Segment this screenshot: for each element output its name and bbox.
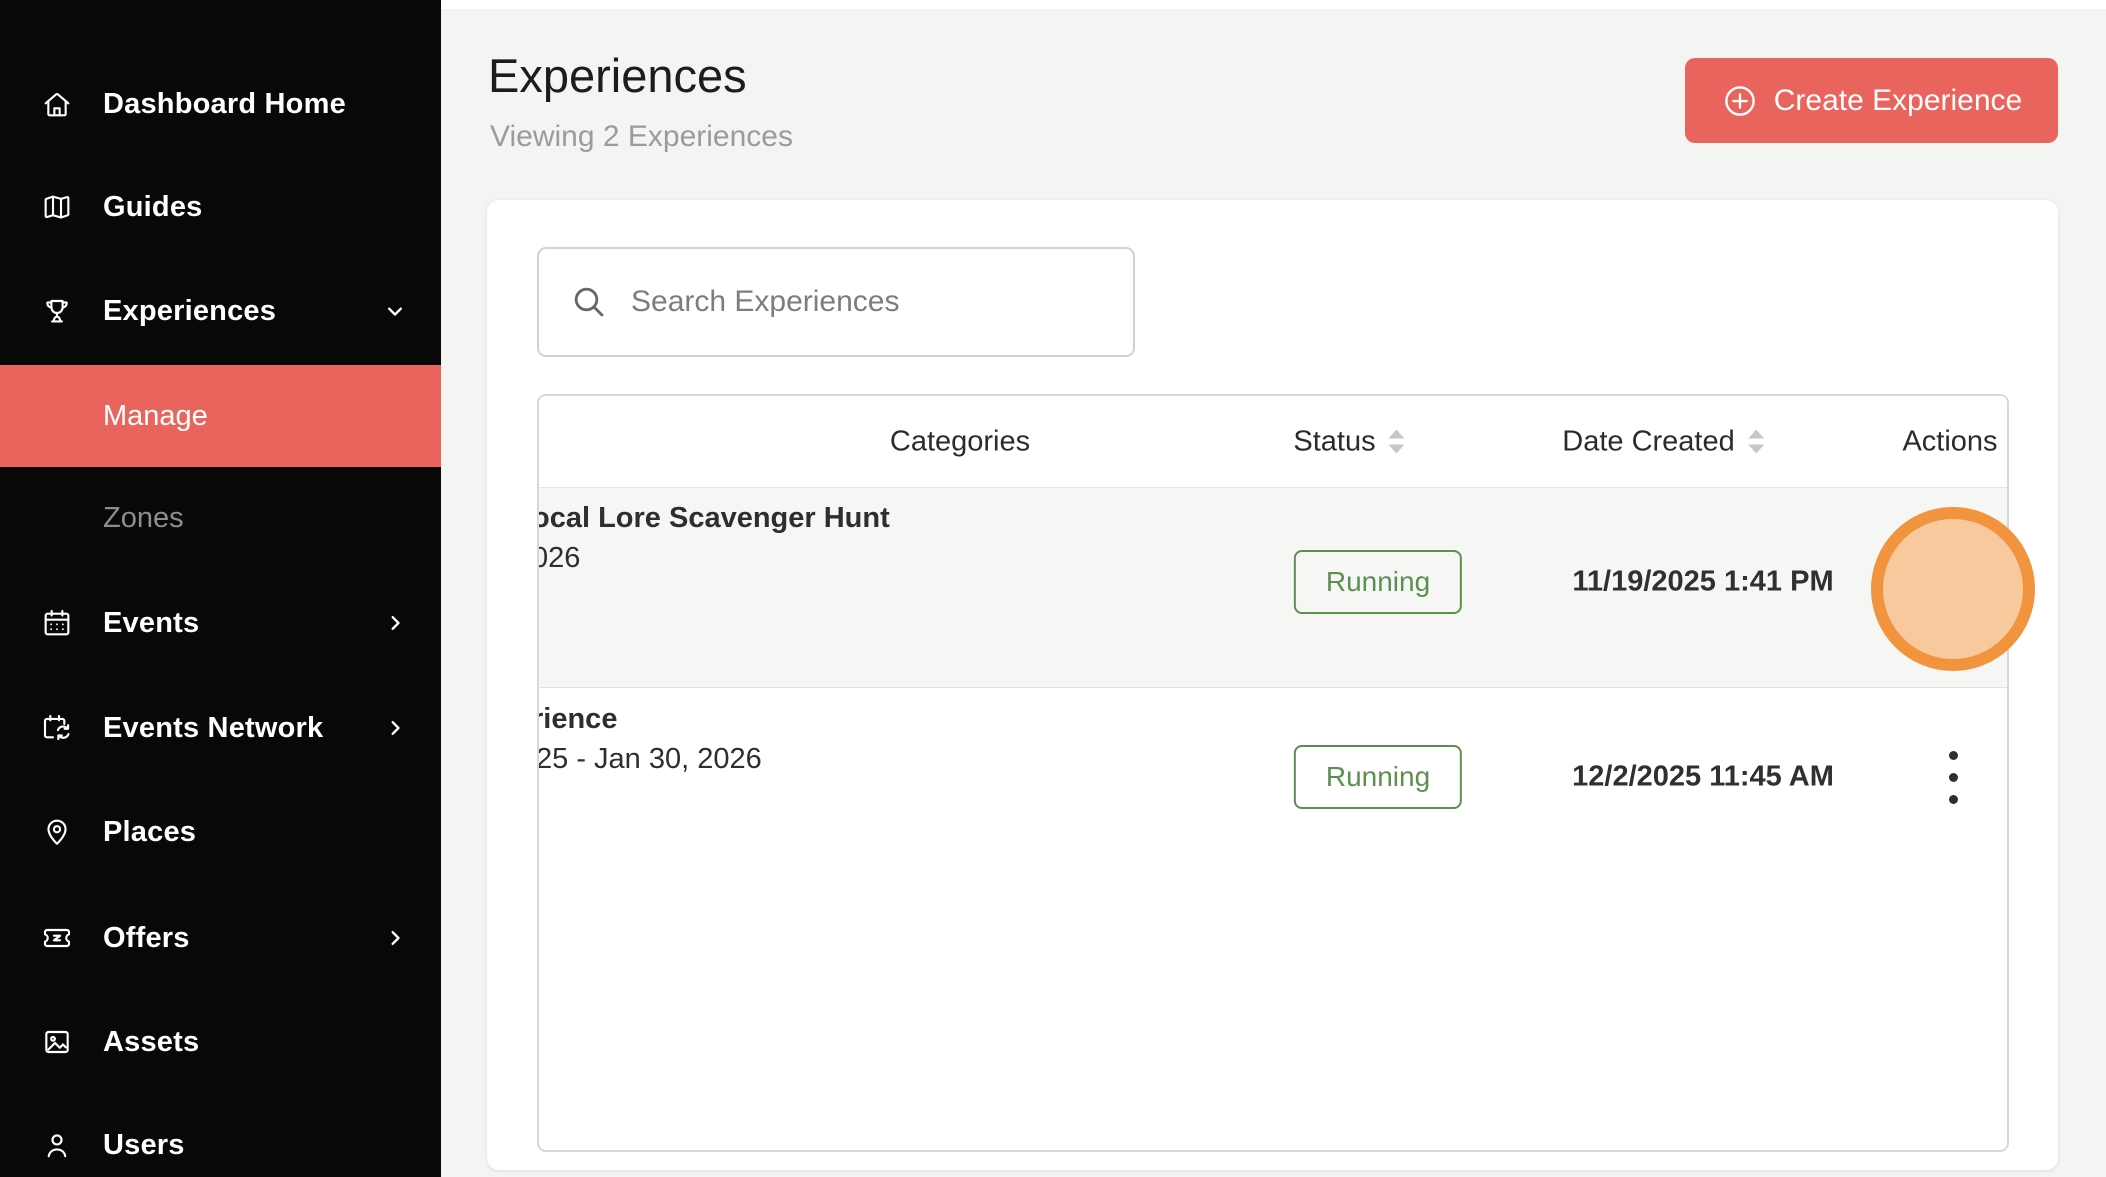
column-header-categories: Categories <box>889 425 1031 457</box>
content-card: Categories Status Date Created Actions o… <box>487 200 2058 1170</box>
column-header-date-created[interactable]: Date Created <box>1562 425 1764 458</box>
status-badge: Running <box>1293 550 1463 614</box>
map-pin-icon <box>40 815 74 849</box>
user-icon <box>40 1128 74 1162</box>
experience-name: rience <box>539 703 618 735</box>
kebab-dot <box>1948 605 1958 615</box>
chevron-down-icon <box>381 297 409 325</box>
table-header-row: Categories Status Date Created Actions <box>539 396 2007 488</box>
home-icon <box>40 87 74 121</box>
date-created-cell: 12/2/2025 11:45 AM <box>1572 760 1834 793</box>
kebab-dot <box>1948 750 1958 760</box>
experiences-table: Categories Status Date Created Actions o… <box>537 394 2009 1152</box>
sidebar-item-label: Events Network <box>103 711 324 744</box>
column-header-status[interactable]: Status <box>1293 425 1405 458</box>
sort-icon <box>1747 429 1764 454</box>
status-badge: Running <box>1293 745 1463 809</box>
sidebar-item-events-network[interactable]: Events Network <box>0 696 441 760</box>
search-icon <box>569 282 609 322</box>
trophy-icon <box>40 294 74 328</box>
chevron-right-icon <box>381 714 409 742</box>
sidebar-item-offers[interactable]: Offers <box>0 906 441 970</box>
sidebar-item-places[interactable]: Places <box>0 800 441 864</box>
experience-dates: 25 - Jan 30, 2026 <box>539 743 762 775</box>
sidebar-item-label: Places <box>103 815 197 848</box>
kebab-dot <box>1948 794 1958 804</box>
status-cell: Running <box>1293 550 1463 614</box>
create-experience-label: Create Experience <box>1773 83 2023 117</box>
sidebar-subitem-label: Manage <box>103 399 208 432</box>
sidebar-item-guides[interactable]: Guides <box>0 175 441 239</box>
calendar-icon <box>40 606 74 640</box>
sidebar-subitem-manage[interactable]: Manage <box>0 365 441 467</box>
status-cell: Running <box>1293 745 1463 809</box>
sidebar-item-assets[interactable]: Assets <box>0 1010 441 1074</box>
calendar-sync-icon <box>40 711 74 745</box>
sidebar-item-users[interactable]: Users <box>0 1113 441 1177</box>
sidebar-subitem-zones[interactable]: Zones <box>0 486 441 550</box>
actions-cell <box>1922 746 1984 808</box>
sidebar-item-label: Offers <box>103 921 190 954</box>
page-title: Experiences <box>488 49 747 102</box>
experience-name-cell: rience 25 - Jan 30, 2026 <box>539 701 969 777</box>
sidebar-item-experiences[interactable]: Experiences <box>0 279 441 343</box>
ticket-icon <box>40 921 74 955</box>
sidebar-item-events[interactable]: Events <box>0 591 441 655</box>
sidebar-subitem-label: Zones <box>103 501 184 534</box>
table-row[interactable]: ocal Lore Scavenger Hunt 026 Running 11/… <box>539 488 2007 688</box>
chevron-right-icon <box>381 609 409 637</box>
date-created-cell: 11/19/2025 1:41 PM <box>1572 565 1834 598</box>
page-subtitle: Viewing 2 Experiences <box>490 120 793 153</box>
column-header-actions: Actions <box>1902 425 1998 457</box>
sort-icon <box>1388 429 1405 454</box>
plus-circle-icon <box>1721 82 1759 120</box>
search-experiences-input[interactable] <box>631 285 1111 319</box>
experience-name-cell: ocal Lore Scavenger Hunt 026 <box>539 500 969 576</box>
table-row[interactable]: rience 25 - Jan 30, 2026 Running 12/2/20… <box>539 689 2007 889</box>
actions-cell <box>1922 557 1984 619</box>
sidebar-item-label: Guides <box>103 190 203 223</box>
top-strip <box>441 0 2106 9</box>
experience-name: ocal Lore Scavenger Hunt <box>539 502 890 534</box>
create-experience-button[interactable]: Create Experience <box>1685 58 2058 143</box>
kebab-dot <box>1948 772 1958 782</box>
experience-dates: 026 <box>539 542 581 574</box>
sidebar-item-label: Assets <box>103 1025 200 1058</box>
image-icon <box>40 1025 74 1059</box>
sidebar-item-dashboard-home[interactable]: Dashboard Home <box>0 72 441 136</box>
row-actions-menu-button[interactable] <box>1922 557 1984 619</box>
map-icon <box>40 190 74 224</box>
kebab-dot <box>1948 561 1958 571</box>
sidebar-item-label: Experiences <box>103 294 277 327</box>
sidebar: Dashboard Home Guides <box>0 0 441 1177</box>
sidebar-item-label: Dashboard Home <box>103 87 346 120</box>
chevron-right-icon <box>381 924 409 952</box>
search-box[interactable] <box>537 247 1135 357</box>
row-actions-menu-button[interactable] <box>1922 746 1984 808</box>
kebab-dot <box>1948 583 1958 593</box>
sidebar-item-label: Events <box>103 606 200 639</box>
sidebar-item-label: Users <box>103 1128 185 1161</box>
